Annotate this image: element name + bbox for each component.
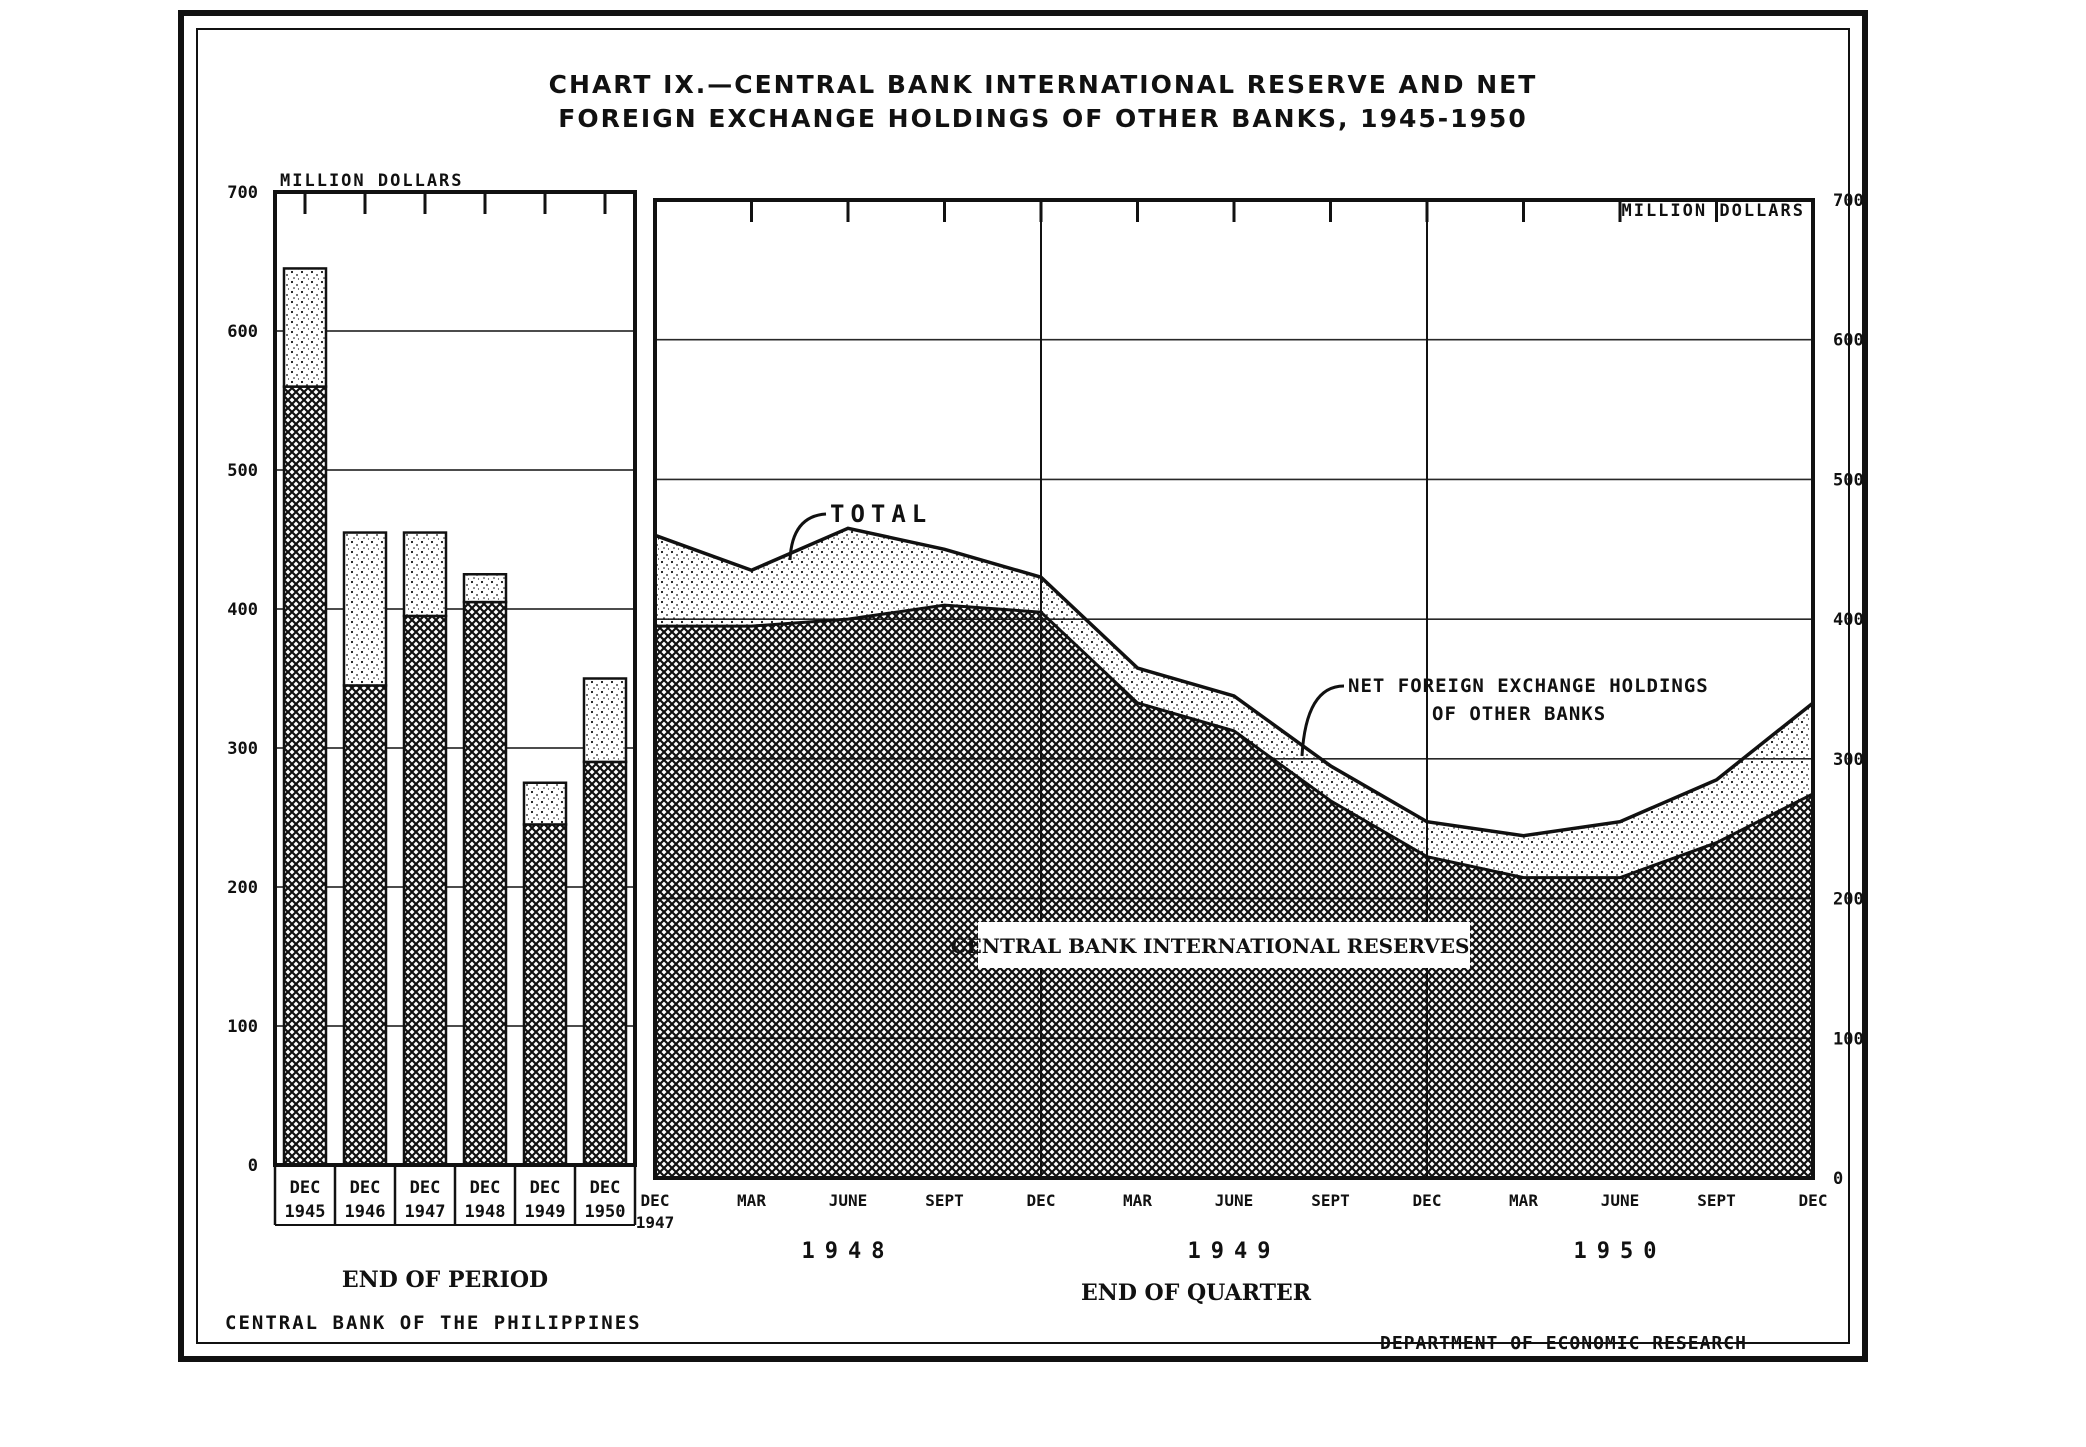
bar-category-year: 1948 xyxy=(465,1202,506,1222)
area-y-tick-label: 200 xyxy=(1833,890,1864,910)
area-other-banks-band xyxy=(655,528,1813,878)
bar-category-year: 1949 xyxy=(525,1202,566,1222)
bar-category-month: DEC xyxy=(590,1178,621,1198)
area-quarter-label: JUNE xyxy=(829,1191,868,1210)
area-y-tick-label: 500 xyxy=(1833,470,1864,490)
area-year-label: 1948 xyxy=(802,1239,895,1264)
area-year-label: 1949 xyxy=(1188,1239,1281,1264)
area-quarter-label: JUNE xyxy=(1601,1191,1640,1210)
chart-frame-inner-border xyxy=(196,28,1850,1344)
bar-chart-bars xyxy=(282,267,628,1167)
bar-chart-y-tick-labels: 0 100 200 300 400 500 600 700 xyxy=(227,183,258,1176)
bar-category-month: DEC xyxy=(470,1178,501,1198)
area-quarter-label: SEPT xyxy=(1697,1191,1736,1210)
area-chart-y-tick-labels: 0 100 200 300 400 500 600 700 xyxy=(1833,191,1864,1189)
bar-other-banks-segment xyxy=(462,573,508,604)
area-y-tick-label: 0 xyxy=(1833,1169,1843,1189)
area-quarter-label: SEPT xyxy=(925,1191,964,1210)
bar-chart-x-axis-label: END OF PERIOD xyxy=(342,1267,548,1293)
bar-y-tick-label: 0 xyxy=(248,1156,258,1176)
bar-y-tick-label: 700 xyxy=(227,183,258,203)
bar-other-banks-segment xyxy=(402,531,448,618)
bar-category-month: DEC xyxy=(350,1178,381,1198)
area-central-bank-reserves xyxy=(655,605,1813,1178)
bar-chart-gridlines xyxy=(275,330,635,1027)
bar-chart-top-ticks xyxy=(303,192,607,214)
bar-chart-category-labels: DEC 1945 DEC 1946 DEC 1947 DEC 1948 DEC 1949 DEC 19… xyxy=(273,1165,637,1226)
area-y-tick-label: 300 xyxy=(1833,750,1864,770)
bar-central-bank-segment xyxy=(582,760,628,1167)
other-banks-annotation-line-1: NET FOREIGN EXCHANGE HOLDINGS xyxy=(1348,675,1709,697)
area-quarter-label: MAR xyxy=(737,1191,766,1210)
bar-category-month: DEC xyxy=(410,1178,441,1198)
area-quarter-label: MAR xyxy=(1509,1191,1538,1210)
footer-publisher: CENTRAL BANK OF THE PHILIPPINES xyxy=(225,1312,642,1334)
area-y-tick-label: 700 xyxy=(1833,191,1864,211)
bar-y-tick-label: 500 xyxy=(227,461,258,481)
area-quarter-label: JUNE xyxy=(1215,1191,1254,1210)
bar-category-year: 1945 xyxy=(285,1202,326,1222)
reserves-annotation-background xyxy=(978,922,1470,968)
reserves-annotation: CENTRAL BANK INTERNATIONAL RESERVES xyxy=(951,934,1470,958)
end-of-quarter-area-chart: 0 100 200 300 400 500 600 700 DEC 1947 MAR JUNE SEP… xyxy=(636,191,1864,1306)
total-annotation-arrow xyxy=(788,512,827,561)
bar-other-banks-segment xyxy=(522,781,568,826)
area-quarter-label: SEPT xyxy=(1311,1191,1350,1210)
area-quarter-label: DEC xyxy=(641,1191,670,1210)
bar-chart-plot-border xyxy=(273,190,637,1167)
bar-central-bank-segment xyxy=(342,684,388,1167)
area-quarter-label: DEC xyxy=(1799,1191,1828,1210)
area-chart-series xyxy=(654,526,1815,1178)
bar-other-banks-segment xyxy=(342,531,388,687)
total-annotation: TOTAL xyxy=(830,500,932,528)
bar-central-bank-segment xyxy=(522,823,568,1167)
area-total-line xyxy=(654,526,1815,838)
area-year-label: 1950 xyxy=(1574,1239,1667,1264)
area-chart-quarter-labels: DEC 1947 MAR JUNE SEPT DEC MAR JUNE SEPT DEC MAR JU… xyxy=(636,1191,1828,1264)
bar-category-year: 1950 xyxy=(585,1202,626,1222)
bar-central-bank-segment xyxy=(462,600,508,1167)
bar-y-tick-label: 600 xyxy=(227,322,258,342)
area-chart-unit-label: MILLION DOLLARS xyxy=(1621,201,1805,221)
area-quarter-sublabel: 1947 xyxy=(636,1213,675,1232)
area-y-tick-label: 600 xyxy=(1833,331,1864,351)
area-chart-gridlines xyxy=(655,200,1813,1178)
chart-title-line-2: FOREIGN EXCHANGE HOLDINGS OF OTHER BANKS… xyxy=(558,104,1528,133)
area-y-tick-label: 400 xyxy=(1833,610,1864,630)
bar-chart-unit-label: MILLION DOLLARS xyxy=(280,171,464,191)
area-quarter-label: MAR xyxy=(1123,1191,1152,1210)
area-quarter-label: DEC xyxy=(1413,1191,1442,1210)
area-chart-x-axis-label: END OF QUARTER xyxy=(1081,1280,1312,1306)
bar-y-tick-label: 200 xyxy=(227,878,258,898)
bar-category-year: 1946 xyxy=(345,1202,386,1222)
other-banks-annotation-arrow xyxy=(1300,684,1345,757)
chart-title-line-1: CHART IX.—CENTRAL BANK INTERNATIONAL RES… xyxy=(548,70,1538,99)
bar-y-tick-label: 100 xyxy=(227,1017,258,1037)
bar-other-banks-segment xyxy=(282,267,328,388)
bar-category-year: 1947 xyxy=(405,1202,446,1222)
other-banks-annotation-line-2: OF OTHER BANKS xyxy=(1432,703,1606,725)
bar-y-tick-label: 400 xyxy=(227,600,258,620)
bar-central-bank-segment xyxy=(282,385,328,1167)
area-quarter-label: DEC xyxy=(1027,1191,1056,1210)
area-chart-top-ticks xyxy=(750,200,1718,222)
bar-other-banks-segment xyxy=(582,677,628,764)
area-y-tick-label: 100 xyxy=(1833,1029,1864,1049)
footer-department: DEPARTMENT OF ECONOMIC RESEARCH xyxy=(1380,1333,1747,1354)
bar-category-month: DEC xyxy=(530,1178,561,1198)
bar-category-month: DEC xyxy=(290,1178,321,1198)
bar-y-tick-label: 300 xyxy=(227,739,258,759)
bar-central-bank-segment xyxy=(402,614,448,1167)
